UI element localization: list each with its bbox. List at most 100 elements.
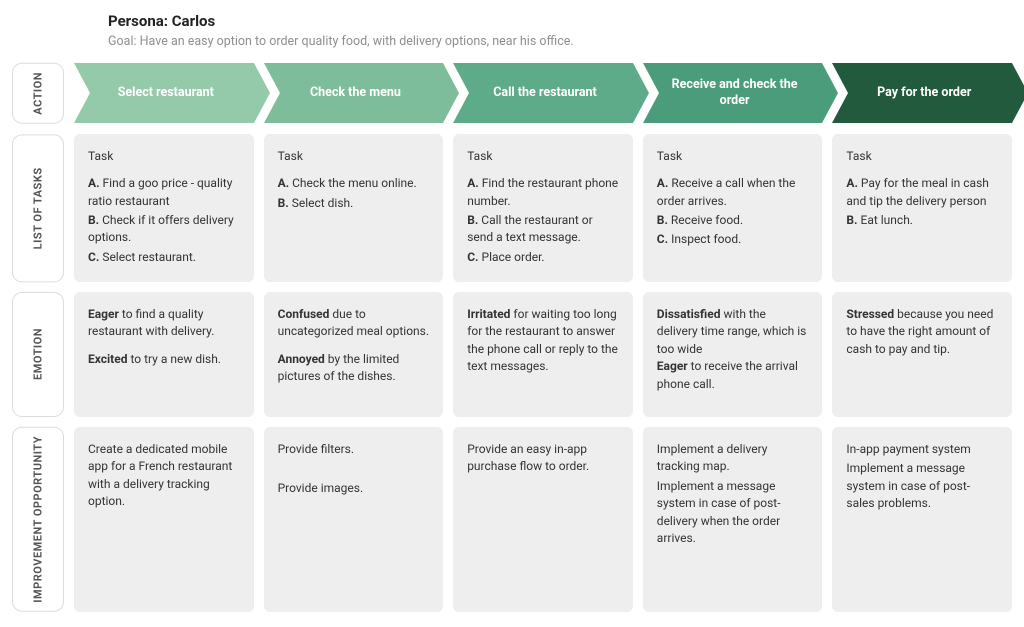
task-heading: Task — [467, 148, 619, 165]
emotion-word: Irritated — [467, 307, 510, 321]
task-item: C. Inspect food. — [657, 231, 809, 248]
improvement-item: Implement a message system in case of po… — [657, 478, 809, 548]
task-letter: C. — [467, 250, 478, 264]
action-step: Call the restaurant — [453, 63, 633, 123]
persona-label: Persona: Carlos — [108, 12, 1012, 30]
task-text: Check if it offers delivery options. — [88, 213, 234, 244]
task-letter: B. — [88, 213, 99, 227]
task-item: A. Find the restaurant phone number. — [467, 175, 619, 210]
row-label-opportunity: IMPROVEMENT OPPORTUNITY — [12, 427, 64, 612]
task-text: Eat lunch. — [858, 213, 913, 227]
task-item: A. Pay for the meal in cash and tip the … — [846, 175, 998, 210]
improvement-card: Implement a delivery tracking map.Implem… — [643, 427, 823, 612]
task-letter: B. — [467, 213, 478, 227]
task-card: Task A. Pay for the meal in cash and tip … — [832, 134, 1012, 282]
emotion-item: Excited to try a new dish. — [88, 351, 240, 368]
emotion-word: Dissatisfied — [657, 307, 721, 321]
emotion-item: Stressed because you need to have the ri… — [846, 306, 998, 358]
task-letter: C. — [88, 250, 99, 264]
emotion-card: Irritated for waiting too long for the r… — [453, 292, 633, 417]
improvement-item: Provide filters. — [278, 441, 430, 458]
emotion-word: Stressed — [846, 307, 894, 321]
action-step: Pay for the order — [832, 63, 1012, 123]
task-item: B. Check if it offers delivery options. — [88, 212, 240, 247]
task-text: Receive a call when the order arrives. — [657, 176, 796, 207]
action-step: Check the menu — [264, 63, 444, 123]
row-label-action: ACTION — [12, 63, 64, 124]
emotion-rest: to try a new dish. — [127, 352, 221, 366]
task-item: B. Receive food. — [657, 212, 809, 229]
improvement-card: Create a dedicated mobile app for a Fren… — [74, 427, 254, 612]
task-card: TaskA. Check the menu online.B. Select d… — [264, 134, 444, 282]
task-text: Check the menu online. — [289, 176, 417, 190]
emotion-word: Eager — [657, 359, 688, 373]
task-text: Pay for the meal in cash and tip the del… — [846, 176, 989, 207]
emotion-card: Eager to find a quality restaurant with … — [74, 292, 254, 417]
task-item: B. Select dish. — [278, 195, 430, 212]
task-item: C. Place order. — [467, 249, 619, 266]
task-item: C. Select restaurant. — [88, 249, 240, 266]
task-letter: A. — [88, 176, 100, 190]
task-card: Task A. Receive a call when the order arr… — [643, 134, 823, 282]
task-text: Find the restaurant phone number. — [467, 176, 618, 207]
action-step-label: Pay for the order — [877, 85, 971, 101]
improvement-card: In-app payment system Implement a message… — [832, 427, 1012, 612]
task-letter: A. — [467, 176, 479, 190]
task-letter: B. — [657, 213, 668, 227]
action-step: Receive and check the order — [643, 63, 823, 123]
emotion-word: Annoyed — [278, 352, 325, 366]
action-step-label: Call the restaurant — [493, 85, 597, 101]
emotion-item: Confused due to uncategorized meal optio… — [278, 306, 430, 341]
task-letter: A. — [278, 176, 290, 190]
task-letter: B. — [278, 196, 289, 210]
task-card: Task A. Find the restaurant phone number.… — [453, 134, 633, 282]
improvement-item: Provide an easy in-app purchase flow to … — [467, 441, 619, 476]
task-letter: A. — [846, 176, 858, 190]
action-step: Select restaurant — [74, 63, 254, 123]
action-step-label: Select restaurant — [118, 85, 214, 101]
emotion-card: Stressed because you need to have the ri… — [832, 292, 1012, 417]
improvement-item: Implement a message system in case of po… — [846, 460, 998, 512]
task-letter: A. — [657, 176, 669, 190]
task-item: A. Find a goo price - quality ratio rest… — [88, 175, 240, 210]
emotion-word: Confused — [278, 307, 330, 321]
task-heading: Task — [846, 148, 998, 165]
task-text: Inspect food. — [668, 232, 741, 246]
task-letter: C. — [657, 232, 668, 246]
task-letter: B. — [846, 213, 857, 227]
task-item: A. Check the menu online. — [278, 175, 430, 192]
task-text: Find a goo price - quality ratio restaur… — [88, 176, 232, 207]
row-label-emotion: EMOTION — [12, 292, 64, 417]
emotion-card: Confused due to uncategorized meal optio… — [264, 292, 444, 417]
emotion-item: Eager to find a quality restaurant with … — [88, 306, 240, 341]
task-heading: Task — [88, 148, 240, 165]
emotion-item: Eager to receive the arrival phone call. — [657, 358, 809, 393]
task-text: Place order. — [479, 250, 545, 264]
task-card: Task A. Find a goo price - quality ratio … — [74, 134, 254, 282]
emotion-item: Annoyed by the limited pictures of the d… — [278, 351, 430, 386]
task-text: Select dish. — [289, 196, 354, 210]
emotion-card: Dissatisfied with the delivery time rang… — [643, 292, 823, 417]
improvement-item: In-app payment system — [846, 441, 998, 458]
emotion-item: Dissatisfied with the delivery time rang… — [657, 306, 809, 358]
emotion-word: Eager — [88, 307, 119, 321]
improvement-card: Provide filters. Provide images. — [264, 427, 444, 612]
task-text: Select restaurant. — [99, 250, 196, 264]
emotion-item: Irritated for waiting too long for the r… — [467, 306, 619, 376]
emotion-word: Excited — [88, 352, 127, 366]
goal-label: Goal: Have an easy option to order quali… — [108, 34, 1012, 49]
improvement-card: Provide an easy in-app purchase flow to … — [453, 427, 633, 612]
task-heading: Task — [278, 148, 430, 165]
improvement-item: Implement a delivery tracking map. — [657, 441, 809, 476]
task-text: Receive food. — [668, 213, 743, 227]
header: Persona: Carlos Goal: Have an easy optio… — [108, 12, 1012, 49]
task-item: A. Receive a call when the order arrives… — [657, 175, 809, 210]
improvement-item: Create a dedicated mobile app for a Fren… — [88, 441, 240, 511]
task-item: B. Eat lunch. — [846, 212, 998, 229]
task-text: Call the restaurant or send a text messa… — [467, 213, 593, 244]
task-heading: Task — [657, 148, 809, 165]
row-label-tasks: LIST OF TASKS — [12, 134, 64, 282]
action-step-label: Receive and check the order — [669, 77, 801, 108]
journey-grid: ACTION Select restaurant Check the menu Cal… — [12, 63, 1012, 612]
action-step-label: Check the menu — [310, 85, 401, 101]
